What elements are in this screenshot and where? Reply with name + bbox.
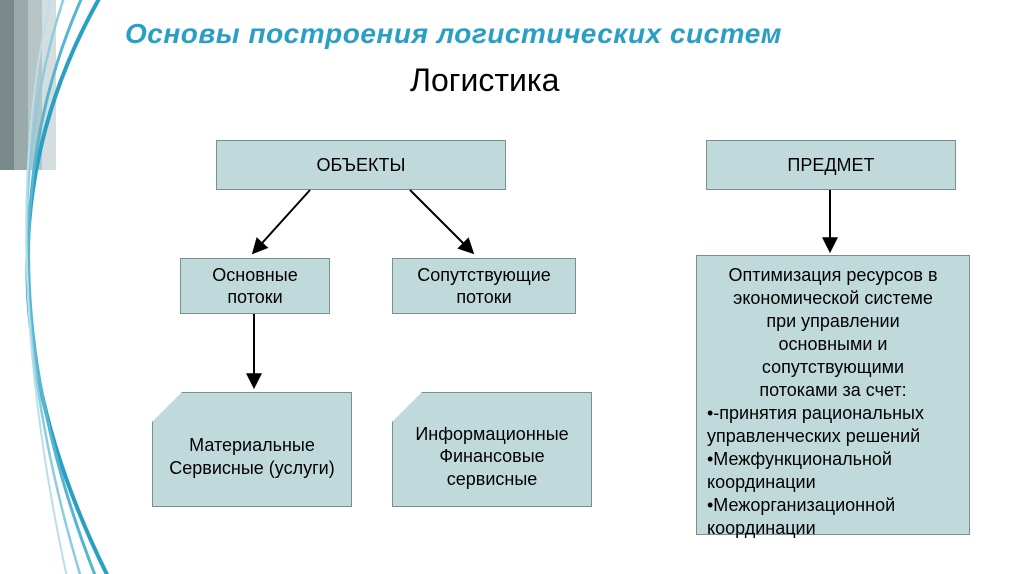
- node-label-line: Сервисные (услуги): [169, 457, 334, 480]
- text-line: Оптимизация ресурсов в: [707, 264, 959, 287]
- node-label-line: потоки: [227, 286, 282, 309]
- node-label-line: Финансовые: [439, 445, 544, 468]
- text-line: основными и: [707, 333, 959, 356]
- bullet-line: •-принятия рациональных управленческих р…: [707, 402, 959, 448]
- node-label-line: Информационные: [415, 423, 568, 446]
- node-label: ПРЕДМЕТ: [787, 154, 874, 177]
- node-label-line: Основные: [212, 264, 297, 287]
- arrow: [410, 190, 472, 252]
- node-label-line: Сопутствующие: [417, 264, 551, 287]
- bullet-line: •Межорганизационной координации: [707, 494, 959, 540]
- node-label-line: Материальные: [189, 434, 315, 457]
- node-material-flows: Материальные Сервисные (услуги): [152, 392, 352, 507]
- node-subject: ПРЕДМЕТ: [706, 140, 956, 190]
- diagram-heading: Логистика: [410, 62, 559, 99]
- bullet-line: •Межфункциональной координации: [707, 448, 959, 494]
- text-line: при управлении: [707, 310, 959, 333]
- slide-decoration: [0, 0, 130, 574]
- node-information-flows: Информационные Финансовые сервисные: [392, 392, 592, 507]
- node-label-line: потоки: [456, 286, 511, 309]
- node-objects: ОБЪЕКТЫ: [216, 140, 506, 190]
- slide-title: Основы построения логистических систем: [125, 18, 782, 50]
- node-main-flows: Основные потоки: [180, 258, 330, 314]
- node-label: ОБЪЕКТЫ: [317, 154, 406, 177]
- node-optimization: Оптимизация ресурсов вэкономической сист…: [696, 255, 970, 535]
- text-line: сопутствующими: [707, 356, 959, 379]
- node-label-line: сервисные: [447, 468, 538, 491]
- node-accompanying-flows: Сопутствующие потоки: [392, 258, 576, 314]
- arrow: [254, 190, 310, 252]
- text-line: потоками за счет:: [707, 379, 959, 402]
- text-line: экономической системе: [707, 287, 959, 310]
